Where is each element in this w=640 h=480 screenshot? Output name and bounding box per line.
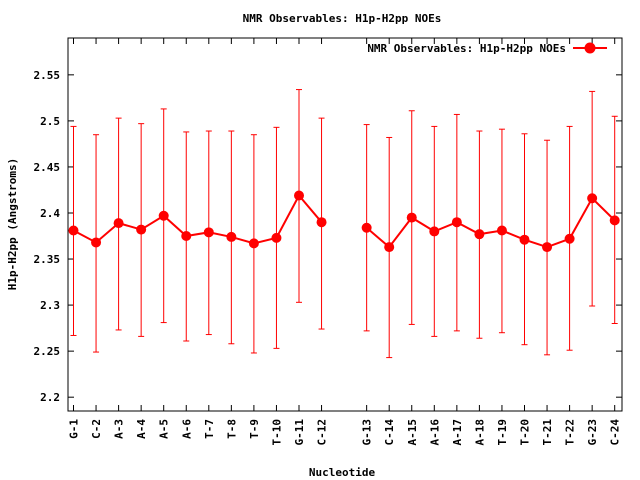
x-axis-label: Nucleotide bbox=[309, 466, 376, 479]
chart-title: NMR Observables: H1p-H2pp NOEs bbox=[243, 12, 442, 25]
data-point bbox=[248, 238, 259, 249]
x-tick-label: C-2 bbox=[90, 419, 103, 439]
data-point bbox=[542, 242, 553, 253]
x-tick-label: G-13 bbox=[361, 419, 374, 446]
data-point bbox=[113, 218, 124, 229]
x-tick-label: A-15 bbox=[406, 419, 419, 446]
data-point bbox=[203, 227, 214, 238]
y-axis-ticks: 2.2 2.25 2.3 2.35 2.4 2.45 2.5 2.55 bbox=[34, 69, 622, 404]
data-point bbox=[181, 231, 192, 242]
data-point bbox=[294, 190, 304, 201]
legend-label: NMR Observables: H1p-H2pp NOEs bbox=[367, 42, 566, 55]
x-tick-label: T-8 bbox=[225, 419, 238, 439]
x-tick-label: A-6 bbox=[180, 419, 193, 439]
series-line bbox=[365, 196, 616, 249]
x-tick-label: A-18 bbox=[473, 419, 486, 446]
x-axis-ticks: G-1 C-2 A-3 A-4 A-5 A-6 T-7 T-8 T-9 T-10 G-11 C-12 G… bbox=[68, 38, 622, 446]
series-line bbox=[73, 193, 323, 245]
data-point bbox=[609, 215, 620, 226]
data-point bbox=[451, 217, 462, 228]
data-point bbox=[564, 233, 575, 244]
x-tick-label: T-10 bbox=[270, 419, 283, 446]
x-tick-label: A-5 bbox=[158, 419, 171, 439]
x-tick-label: C-12 bbox=[316, 419, 329, 446]
y-tick-label: 2.25 bbox=[34, 345, 61, 358]
x-tick-label: T-22 bbox=[564, 419, 577, 446]
data-point bbox=[158, 210, 169, 221]
data-point bbox=[68, 225, 79, 236]
data-point bbox=[406, 212, 417, 223]
y-tick-label: 2.3 bbox=[40, 299, 60, 312]
legend-marker-swatch bbox=[584, 42, 596, 54]
series-layer bbox=[68, 89, 620, 359]
y-axis-label: H1p-H2pp (Angstroms) bbox=[6, 158, 19, 290]
x-tick-label: G-1 bbox=[68, 419, 81, 439]
x-tick-label: A-17 bbox=[451, 419, 464, 446]
x-tick-label: T-20 bbox=[519, 419, 532, 446]
plot-frame bbox=[67, 37, 623, 412]
data-point bbox=[226, 231, 237, 242]
y-tick-label: 2.35 bbox=[34, 253, 61, 266]
data-point bbox=[271, 232, 282, 243]
x-tick-label: C-14 bbox=[383, 419, 396, 446]
y-tick-label: 2.2 bbox=[40, 391, 60, 404]
x-tick-label: T-21 bbox=[541, 419, 554, 446]
x-tick-label: G-23 bbox=[586, 419, 599, 446]
y-tick-label: 2.4 bbox=[40, 207, 60, 220]
data-point bbox=[361, 222, 372, 233]
x-tick-label: T-9 bbox=[248, 419, 261, 439]
data-point bbox=[496, 225, 507, 236]
x-tick-label: T-19 bbox=[496, 419, 509, 446]
x-tick-label: A-4 bbox=[135, 419, 148, 439]
x-tick-label: A-3 bbox=[113, 419, 126, 439]
y-tick-label: 2.5 bbox=[40, 115, 60, 128]
x-tick-label: C-24 bbox=[609, 419, 622, 446]
data-point bbox=[91, 237, 102, 248]
x-tick-label: G-11 bbox=[293, 419, 306, 446]
data-point bbox=[316, 217, 327, 228]
data-point bbox=[519, 234, 530, 245]
y-tick-label: 2.45 bbox=[34, 161, 61, 174]
data-point bbox=[136, 224, 147, 235]
x-tick-label: T-7 bbox=[203, 419, 216, 439]
data-point bbox=[587, 193, 598, 204]
legend: NMR Observables: H1p-H2pp NOEs bbox=[367, 42, 607, 55]
x-tick-label: A-16 bbox=[428, 419, 441, 446]
data-point bbox=[474, 229, 485, 240]
data-point bbox=[429, 226, 440, 237]
y-tick-label: 2.55 bbox=[34, 69, 61, 82]
data-point bbox=[384, 242, 395, 253]
